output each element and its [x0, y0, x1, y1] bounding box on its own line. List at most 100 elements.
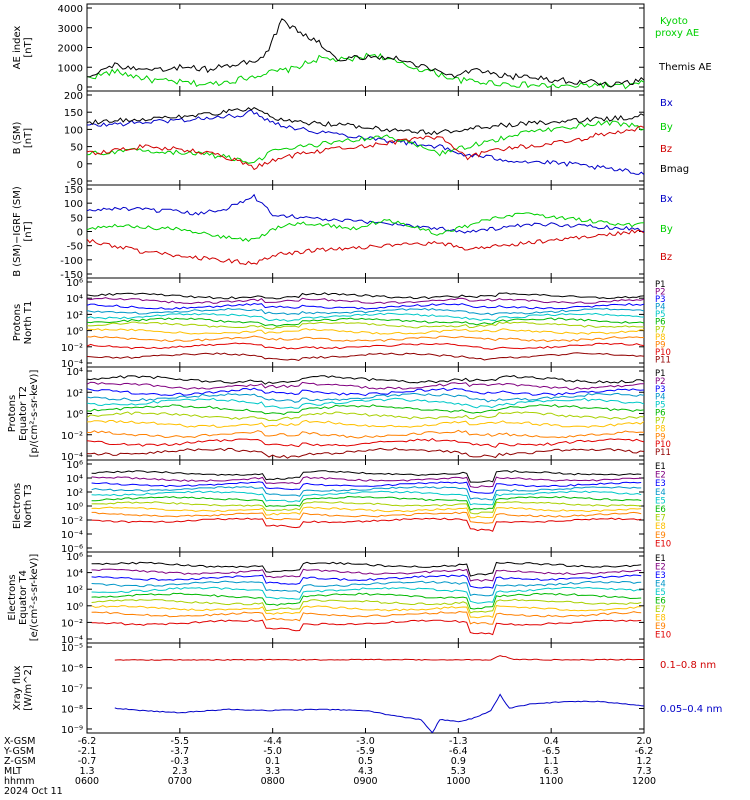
series-line-p10 [87, 438, 644, 448]
series-line-bz [87, 125, 644, 171]
orbit-value: 0.4 [544, 736, 559, 747]
series-line-by [87, 120, 644, 164]
series-line-p1 [87, 375, 644, 385]
series-line-e4 [91, 580, 642, 597]
y-tick-label: 0 [77, 228, 83, 239]
panel-7-ylabel: [e/(cm²-s-sr-keV)] [29, 554, 40, 642]
y-tick-label: 10² [66, 488, 83, 499]
y-tick-label: 10⁻⁶ [61, 664, 83, 675]
panel-4-ylabel: Protons [12, 304, 23, 341]
legend-by: By [660, 224, 673, 235]
orbit-value: -4.4 [263, 736, 282, 747]
orbit-value: 3.3 [265, 766, 280, 777]
orbit-value: -0.3 [171, 756, 190, 767]
y-tick-label: 10⁰ [66, 410, 83, 421]
y-tick-label: -100 [60, 256, 83, 267]
orbit-row-label: Y-GSM [3, 746, 34, 757]
panel-3: -150 -100 -50 0 50 100 150 [60, 184, 645, 281]
legend-e3: E3 [655, 571, 666, 581]
legend-by: By [660, 122, 673, 133]
series-line-e7 [91, 501, 642, 515]
orbit-value: 7.3 [636, 766, 651, 777]
y-tick-label: 10⁴ [66, 367, 83, 378]
y-tick-label: 10⁶ [66, 278, 83, 289]
legend-p10: P10 [655, 348, 671, 358]
series-line-p7 [87, 411, 644, 422]
legend-e2: E2 [655, 563, 666, 573]
series-line-e1 [91, 470, 642, 483]
orbit-value: 2.0 [636, 736, 651, 747]
panel-3-ylabel: B (SM)−IGRF (SM) [12, 186, 23, 277]
legend-bz: Bz [660, 252, 672, 263]
series-line-e6 [91, 592, 642, 610]
orbit-value: 2.3 [172, 766, 187, 777]
legend-p8: P8 [655, 333, 666, 343]
panel-frame [86, 3, 645, 92]
legend-e7: E7 [655, 514, 666, 524]
y-tick-label: 0 [77, 160, 83, 171]
panel-frame [86, 277, 645, 368]
legend-e9: E9 [655, 622, 666, 632]
legend-e5: E5 [655, 588, 666, 598]
legend-e10: E10 [655, 539, 671, 549]
panel-1-ylabel: AE index [12, 26, 23, 70]
series-line-p1 [87, 292, 644, 300]
orbit-value: -6.2 [78, 736, 97, 747]
y-tick-label: 1000 [58, 63, 83, 74]
series-line-e5 [91, 490, 642, 506]
orbit-value: 0.1 [265, 756, 280, 767]
orbit-value: -0.7 [78, 756, 97, 767]
orbit-row-label: MLT [4, 766, 22, 777]
orbit-row-label: X-GSM [4, 736, 35, 747]
series-line-e4 [91, 486, 642, 501]
panel-2-ylabel: B (SM) [12, 121, 23, 154]
orbit-value: 0900 [353, 776, 377, 787]
y-tick-label: 50 [70, 143, 83, 154]
orbit-value: 0.9 [451, 756, 466, 767]
orbit-value: -5.9 [356, 746, 375, 757]
legend-p11: P11 [655, 355, 671, 365]
orbit-value: 0700 [168, 776, 192, 787]
series-line-p11 [87, 352, 644, 362]
panel-frame [86, 90, 645, 186]
y-tick-label: 0 [77, 83, 83, 94]
panel-3-ylabel: [nT] [23, 221, 34, 241]
series-line-bx [87, 193, 644, 234]
orbit-value: 0.5 [358, 756, 373, 767]
series-line-e9 [91, 511, 642, 524]
y-tick-label: 10⁻⁸ [61, 705, 83, 716]
series-line-e8 [91, 605, 642, 619]
date-label: 2024 Oct 11 [4, 786, 63, 797]
legend-p9: P9 [655, 432, 666, 442]
orbit-value: 1.3 [79, 766, 94, 777]
panel-5-ylabel: [p/(cm²-s-sr-keV)] [29, 370, 40, 458]
legend-bx: Bx [660, 98, 673, 109]
series-line-p8 [87, 328, 644, 335]
orbit-value: -6.2 [635, 746, 654, 757]
legend-e10: E10 [655, 631, 671, 641]
legend-e1: E1 [655, 462, 666, 472]
y-tick-label: 10² [66, 388, 83, 399]
y-tick-label: 10⁻⁹ [61, 725, 83, 736]
orbit-value: -3.0 [356, 736, 375, 747]
series-line-p9 [87, 335, 644, 343]
y-tick-label: 10⁴ [66, 294, 83, 305]
series-line-e7 [91, 598, 642, 614]
y-tick-label: 50 [70, 213, 83, 224]
orbit-value: 1.1 [544, 756, 559, 767]
panel-1-ylabel: [nT] [23, 37, 34, 57]
legend-p2: P2 [655, 288, 666, 298]
series-line-0-05-0-4-nm [114, 693, 644, 733]
legend-e7: E7 [655, 605, 666, 615]
series-line-p6 [87, 404, 644, 415]
orbit-value: 1200 [632, 776, 656, 787]
legend-p8: P8 [655, 424, 666, 434]
legend-p6: P6 [655, 409, 666, 419]
y-tick-label: 10⁻⁷ [61, 684, 83, 695]
legend-p5: P5 [655, 310, 666, 320]
legend-e6: E6 [655, 505, 666, 515]
y-tick-label: 10⁶ [66, 460, 83, 471]
y-tick-label: 10⁰ [66, 502, 83, 513]
